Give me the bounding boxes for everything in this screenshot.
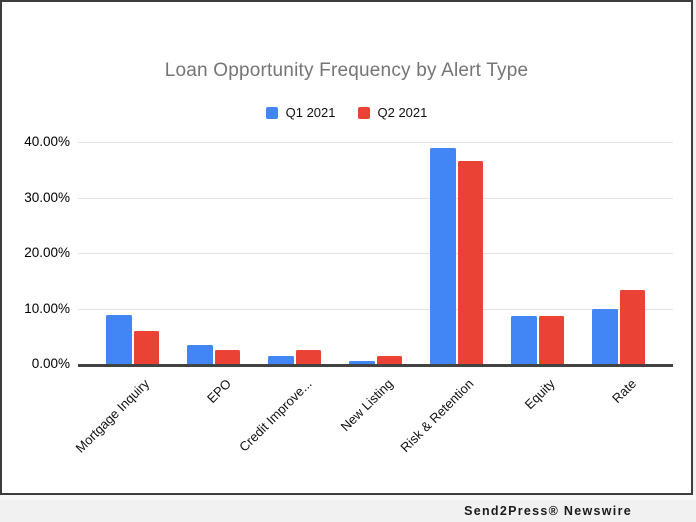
y-axis-label-40: 40.00% bbox=[24, 134, 70, 149]
legend-item-q1-2021: Q1 2021 bbox=[265, 105, 336, 120]
gridline-10 bbox=[78, 308, 673, 310]
bar-q1-2021-mortgage-inquiry bbox=[105, 315, 132, 364]
x-axis-baseline bbox=[78, 364, 673, 367]
y-axis-label-20: 20.00% bbox=[24, 245, 70, 260]
legend-item-q2-2021: Q2 2021 bbox=[357, 105, 428, 120]
x-axis-label-rate: Rate bbox=[608, 376, 639, 407]
chart-card: Loan Opportunity Frequency by Alert Type… bbox=[0, 0, 693, 495]
legend-swatch-q2-icon bbox=[357, 106, 370, 119]
bar-q2-2021-credit-improve bbox=[295, 350, 321, 364]
bar-q1-2021-new-listing bbox=[348, 360, 375, 364]
x-axis-label-equity: Equity bbox=[521, 376, 558, 413]
y-axis-label-0: 0.00% bbox=[31, 356, 70, 371]
x-axis-label-new-listing: New Listing bbox=[337, 376, 396, 435]
footer-brand: Send2Press® Newswire bbox=[464, 504, 632, 518]
chart-title: Loan Opportunity Frequency by Alert Type bbox=[164, 60, 529, 81]
x-axis-label-mortgage-inquiry: Mortgage Inquiry bbox=[73, 376, 153, 456]
bar-q1-2021-epo bbox=[186, 345, 213, 364]
bar-q1-2021-rate bbox=[591, 308, 618, 364]
bar-q2-2021-epo bbox=[214, 349, 240, 364]
x-axis-label-epo: EPO bbox=[203, 376, 234, 407]
bar-q1-2021-risk-retention bbox=[429, 147, 456, 364]
footer-bar: Send2Press® Newswire bbox=[0, 495, 696, 522]
bar-q2-2021-risk-retention bbox=[457, 160, 483, 364]
bar-q1-2021-credit-improve bbox=[267, 355, 294, 364]
bar-q2-2021-rate bbox=[619, 290, 645, 364]
y-axis-label-10: 10.00% bbox=[24, 300, 70, 316]
bar-q2-2021-new-listing bbox=[376, 355, 402, 364]
bar-q1-2021-equity bbox=[510, 315, 537, 364]
gridline-30 bbox=[78, 197, 673, 199]
y-axis-label-30: 30.00% bbox=[24, 189, 70, 205]
legend-label-q1: Q1 2021 bbox=[285, 105, 336, 120]
x-axis-label-credit-improve: Credit Improve... bbox=[236, 376, 315, 455]
legend-swatch-q1-icon bbox=[265, 106, 278, 119]
chart-legend: Q1 2021 Q2 2021 bbox=[2, 105, 691, 120]
bar-q2-2021-mortgage-inquiry bbox=[133, 330, 159, 364]
legend-label-q2: Q2 2021 bbox=[377, 105, 428, 120]
gridline-40 bbox=[78, 142, 673, 143]
x-axis-label-risk-retention: Risk & Retention bbox=[397, 376, 477, 456]
gridline-20 bbox=[78, 253, 673, 254]
bar-q2-2021-equity bbox=[538, 315, 564, 364]
plot-area: 40.00% 30.00% 20.00% 10.00% 0.00% Mortgage In… bbox=[24, 134, 673, 456]
